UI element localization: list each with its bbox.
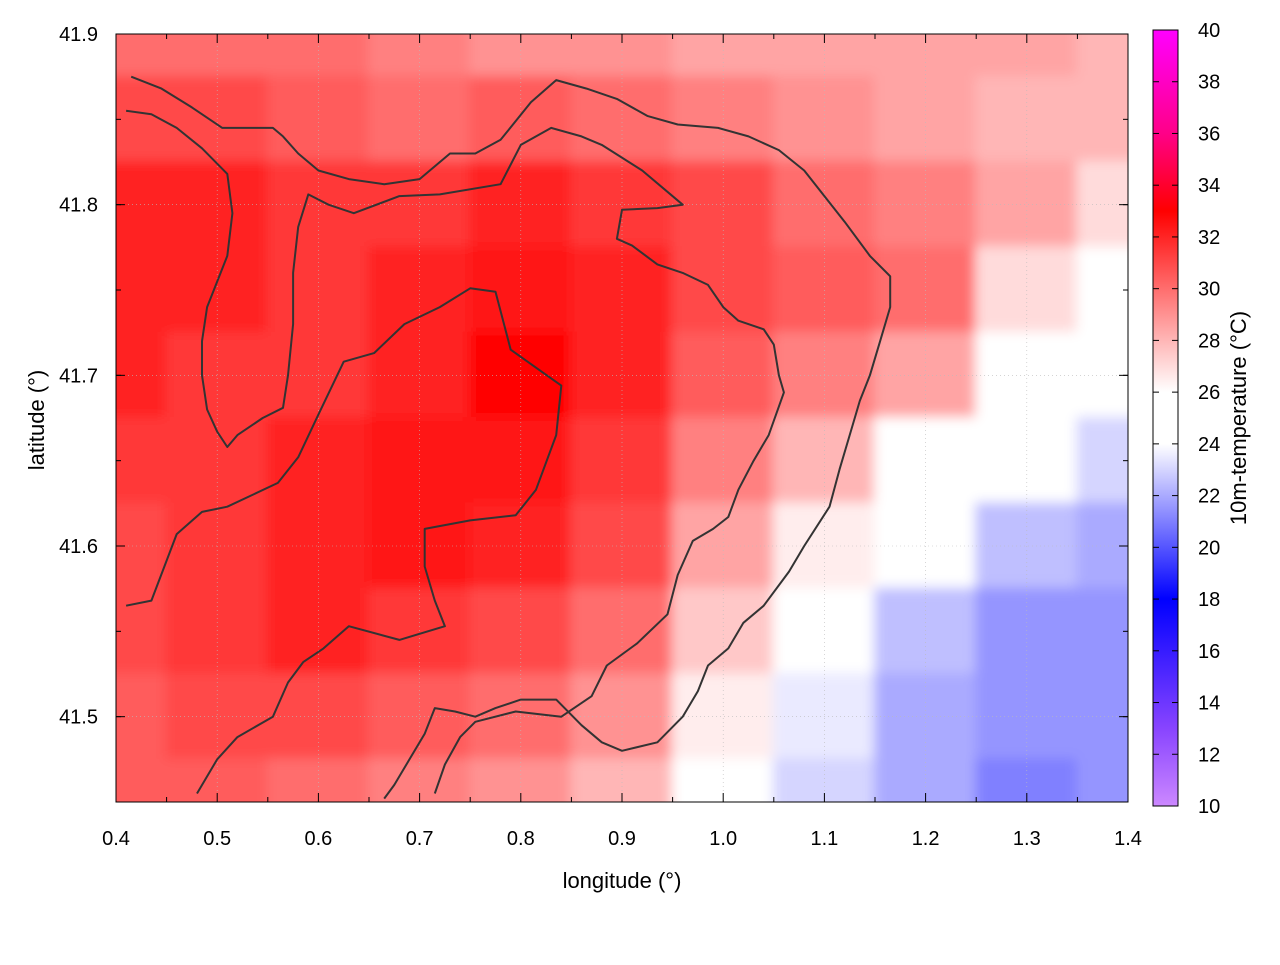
colorbar-ticks: 10 12 14 16 18 20 22 24 26 28 30 32 34 36 38 40 [1153, 20, 1220, 818]
heatmap-cell [772, 587, 876, 675]
heatmap-cell [874, 331, 978, 419]
colorbar-tick-label: 14 [1198, 693, 1220, 715]
contour-lines [125, 75, 892, 800]
contour-line [125, 287, 563, 795]
x-tick-label: 1.0 [709, 828, 737, 850]
colorbar-tick-label: 12 [1198, 744, 1220, 766]
heatmap-cell [368, 161, 472, 249]
grid-lines [116, 34, 1128, 802]
colorbar-tick-label: 18 [1198, 589, 1220, 611]
colorbar-tick-label: 16 [1198, 641, 1220, 663]
heatmap-cell [266, 417, 370, 505]
colorbar-tick-label: 40 [1198, 20, 1220, 42]
y-tick-label: 41.5 [59, 707, 98, 729]
heatmap-cell [165, 161, 269, 249]
heatmap-cell [469, 75, 573, 163]
heatmap-cell [116, 246, 168, 334]
x-tick-label: 1.4 [1114, 828, 1142, 850]
x-tick-label: 0.4 [102, 828, 130, 850]
y-tick-label: 41.9 [59, 24, 98, 46]
x-tick-label: 0.9 [608, 828, 636, 850]
heatmap-cell [671, 587, 775, 675]
heatmap-cell [266, 331, 370, 419]
heatmap-cell [570, 417, 674, 505]
heatmap-cell [874, 587, 978, 675]
heatmap-cell [975, 75, 1079, 163]
heatmap-cell [671, 331, 775, 419]
colorbar-tick-label: 10 [1198, 796, 1220, 818]
heatmap-cell [772, 417, 876, 505]
heatmap-cell [165, 331, 269, 419]
heatmap-cell [165, 673, 269, 761]
heatmap-cell [266, 75, 370, 163]
heatmap-cell [1076, 75, 1128, 163]
heatmap-cell [165, 75, 269, 163]
y-tick-label: 41.7 [59, 365, 98, 387]
colorbar-tick-label: 34 [1198, 175, 1220, 197]
heatmap-cell [671, 417, 775, 505]
colorbar-label: 10m-temperature (°C) [1226, 311, 1251, 525]
x-axis: 0.4 0.5 0.6 0.7 0.8 0.9 1.0 1.1 1.2 1.3 1.4 [102, 34, 1142, 850]
heatmap-cell [874, 75, 978, 163]
heatmap-cell [975, 331, 1079, 419]
heatmap-cell [570, 587, 674, 675]
heatmap-cell [671, 75, 775, 163]
y-tick-label: 41.6 [59, 536, 98, 558]
x-tick-label: 0.5 [203, 828, 231, 850]
colorbar-tick-label: 24 [1198, 434, 1220, 456]
heatmap-cell [368, 673, 472, 761]
heatmap-cell [116, 417, 168, 505]
x-tick-label: 1.3 [1013, 828, 1041, 850]
colorbar-tick-label: 30 [1198, 279, 1220, 301]
x-tick-label: 0.8 [507, 828, 535, 850]
heatmap-cell [1076, 246, 1128, 334]
colorbar-tick-label: 36 [1198, 123, 1220, 145]
heatmap-cell [975, 417, 1079, 505]
colorbar-tick-label: 22 [1198, 486, 1220, 508]
heatmap-cell [116, 758, 168, 802]
heatmap-cell [469, 417, 573, 505]
heatmap-cell [469, 587, 573, 675]
x-tick-label: 1.2 [912, 828, 940, 850]
heatmap-cell [975, 587, 1079, 675]
heatmap-cell [874, 417, 978, 505]
colorbar-tick-label: 20 [1198, 537, 1220, 559]
contour-line [125, 109, 785, 794]
heatmap-cell [1076, 34, 1128, 78]
x-tick-label: 0.7 [406, 828, 434, 850]
heatmap-cell [1076, 587, 1128, 675]
heatmap-cell [368, 75, 472, 163]
heatmap-cell [165, 587, 269, 675]
heatmap-cell [116, 34, 168, 78]
colorbar-tick-label: 28 [1198, 330, 1220, 352]
y-axis-label: latitude (°) [24, 370, 49, 471]
heatmap-cell [1076, 758, 1128, 802]
colorbar-tick-label: 32 [1198, 227, 1220, 249]
y-tick-label: 41.8 [59, 195, 98, 217]
x-tick-label: 0.6 [304, 828, 332, 850]
heatmap-cell [1076, 417, 1128, 505]
colorbar-tick-label: 38 [1198, 72, 1220, 94]
colorbar-tick-label: 26 [1198, 382, 1220, 404]
y-axis: 41.5 41.6 41.7 41.8 41.9 [59, 24, 1128, 729]
heatmap-cell [266, 587, 370, 675]
x-axis-label: longitude (°) [563, 868, 682, 893]
heatmap-cell [772, 75, 876, 163]
colorbar [1152, 29, 1179, 807]
heatmap-cell [570, 331, 674, 419]
x-tick-label: 1.1 [810, 828, 838, 850]
heatmap-cell [368, 417, 472, 505]
heatmap-cell [368, 587, 472, 675]
